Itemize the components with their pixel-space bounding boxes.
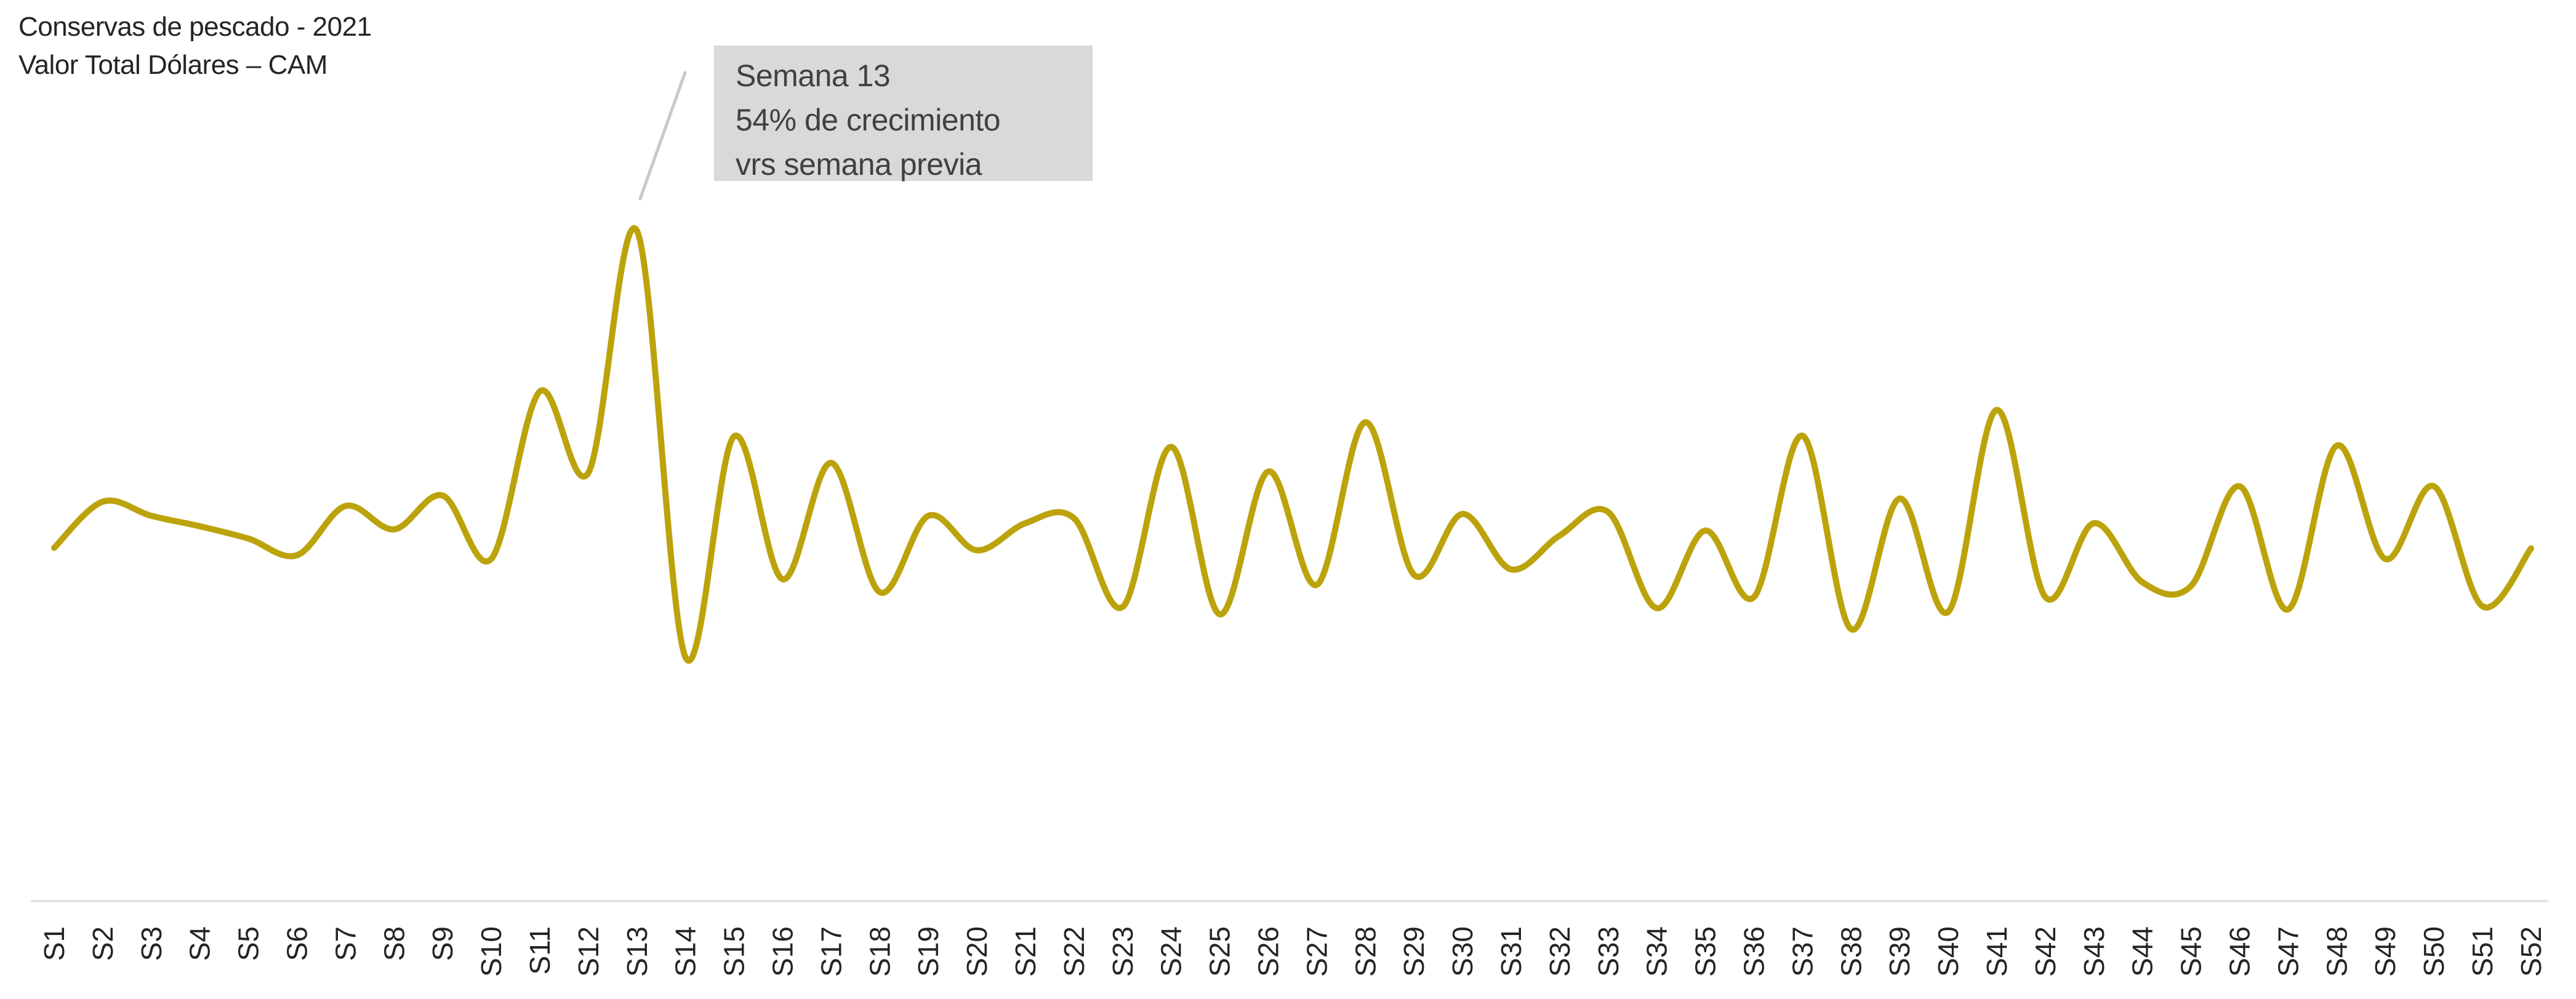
x-axis-label-s40: S40 (1932, 926, 1964, 977)
x-axis-label-s48: S48 (2321, 926, 2353, 977)
x-axis-label-s10: S10 (475, 926, 507, 977)
x-axis-label-s13: S13 (621, 926, 653, 977)
x-axis-label-s14: S14 (670, 926, 702, 977)
x-axis-label-s17: S17 (815, 926, 847, 977)
x-axis-label-s20: S20 (961, 926, 993, 977)
x-axis-label-s44: S44 (2127, 926, 2159, 977)
series-line-valor-total[interactable] (51, 225, 2534, 664)
annotation-line-2: 54% de crecimiento (736, 103, 1000, 137)
annotation: Semana 13 54% de crecimiento vrs semana … (714, 46, 1093, 182)
x-axis-labels: S1 S2 S3 S4 S5 S6 S7 S8 S9 S10 S11 S12 S13 S14 S15 S16 S… (38, 926, 2547, 977)
x-axis-label-s43: S43 (2078, 926, 2110, 977)
x-axis-label-s30: S30 (1446, 926, 1479, 977)
annotation-callout-line (638, 71, 687, 201)
x-axis-label-s25: S25 (1204, 926, 1236, 977)
annotation-line-3: vrs semana previa (736, 147, 982, 182)
x-axis-label-s21: S21 (1009, 926, 1041, 977)
x-axis-label-s49: S49 (2369, 926, 2401, 977)
x-axis-label-s52: S52 (2515, 926, 2547, 977)
x-axis-label-s18: S18 (864, 926, 896, 977)
x-axis-label-s22: S22 (1058, 926, 1090, 977)
x-axis-label-s45: S45 (2175, 926, 2207, 977)
x-axis-label-s7: S7 (329, 926, 361, 961)
x-axis-label-s42: S42 (2029, 926, 2061, 977)
x-axis-label-s50: S50 (2418, 926, 2450, 977)
x-axis-label-s33: S33 (1592, 926, 1624, 977)
x-axis-label-s19: S19 (912, 926, 944, 977)
chart-title: Conservas de pescado - 2021 Valor Total … (18, 12, 372, 80)
x-axis-label-s15: S15 (718, 926, 750, 977)
x-axis-label-s12: S12 (572, 926, 604, 977)
x-axis-label-s8: S8 (378, 926, 410, 961)
x-axis-label-s47: S47 (2272, 926, 2304, 977)
x-axis-label-s37: S37 (1786, 926, 1818, 977)
x-axis-label-s26: S26 (1253, 926, 1285, 977)
x-axis-label-s34: S34 (1641, 926, 1673, 977)
annotation-box (714, 46, 1093, 181)
x-axis-label-s11: S11 (524, 926, 556, 974)
x-axis-label-s38: S38 (1835, 926, 1867, 977)
title-line-2: Valor Total Dólares – CAM (18, 50, 327, 80)
x-axis-label-s23: S23 (1107, 926, 1139, 977)
x-axis-label-s16: S16 (767, 926, 799, 977)
x-axis-label-s1: S1 (38, 926, 70, 961)
x-axis-label-s39: S39 (1884, 926, 1916, 977)
x-axis-label-s2: S2 (87, 926, 119, 961)
x-axis-label-s5: S5 (233, 926, 265, 961)
x-axis-label-s24: S24 (1155, 926, 1187, 977)
x-axis-label-s6: S6 (281, 926, 313, 961)
x-axis-label-s35: S35 (1690, 926, 1722, 977)
x-axis-label-s46: S46 (2224, 926, 2256, 977)
x-axis-label-s9: S9 (427, 926, 459, 961)
x-axis-label-s27: S27 (1301, 926, 1333, 977)
x-axis-label-s32: S32 (1544, 926, 1576, 977)
x-axis-label-s4: S4 (184, 926, 216, 961)
x-axis-label-s51: S51 (2466, 926, 2498, 977)
annotation-line-1: Semana 13 (736, 58, 890, 93)
x-axis-label-s3: S3 (135, 926, 167, 961)
x-axis-label-s28: S28 (1349, 926, 1381, 977)
x-axis-label-s41: S41 (1981, 926, 2013, 977)
title-line-1: Conservas de pescado - 2021 (18, 12, 372, 42)
x-axis-label-s31: S31 (1495, 926, 1527, 977)
x-axis-label-s29: S29 (1398, 926, 1430, 977)
x-axis-label-s36: S36 (1738, 926, 1770, 977)
